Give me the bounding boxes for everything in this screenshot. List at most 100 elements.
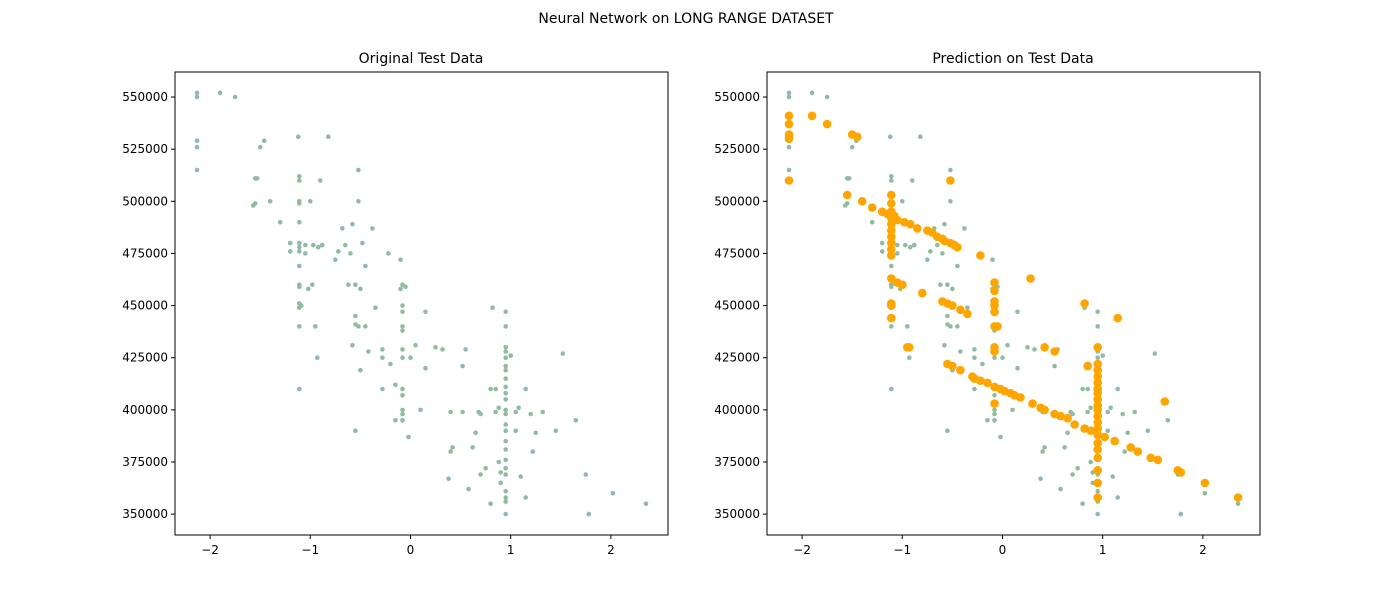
right-plot-series-0-point-142 <box>1095 488 1100 494</box>
right-plot-series-0-point-39 <box>903 242 908 248</box>
right-plot-series-0-point-149 <box>1108 405 1113 411</box>
right-plot-series-1-point-23 <box>887 251 896 260</box>
left-plot-series-0-point-145 <box>503 511 509 517</box>
left-plot-xtick-label-0: −2 <box>201 543 219 557</box>
right-plot-series-1-point-115 <box>1146 453 1156 463</box>
right-plot-series-1-point-103 <box>1093 430 1102 440</box>
left-plot-series-0-point-34 <box>303 242 308 248</box>
right-plot-series-0-point-119 <box>1088 459 1093 465</box>
left-plot-series-0-point-60 <box>356 324 361 329</box>
right-plot-series-0-point-148 <box>1105 428 1110 434</box>
left-plot-series-0-point-159 <box>573 418 579 423</box>
right-plot-series-0-point-126 <box>1095 355 1100 361</box>
left-plot-xtick-label-4: 2 <box>607 543 615 557</box>
right-plot-xtick-label-0: −2 <box>793 543 811 557</box>
right-plot-series-1-point-88 <box>1083 361 1092 371</box>
right-plot-series-0-point-155 <box>1125 430 1130 436</box>
left-plot-series-0-point-105 <box>463 347 468 352</box>
right-plot-series-1-point-0 <box>784 111 794 121</box>
right-plot-series-0-point-40 <box>905 324 910 329</box>
right-plot-series-0-point-17 <box>888 134 893 139</box>
right-plot-series-0-point-1 <box>786 94 792 100</box>
left-plot-series-0-point-127 <box>503 363 509 369</box>
left-plot-series-0-point-111 <box>478 472 483 477</box>
left-plot-series-0-point-52 <box>350 221 355 227</box>
left-plot-series-0-point-19 <box>297 178 302 183</box>
right-plot-series-0-point-98 <box>1032 347 1037 352</box>
right-plot-series-0-point-159 <box>1165 418 1171 423</box>
right-plot-series-0-point-76 <box>990 257 995 263</box>
right-plot-series-1-point-35 <box>906 219 915 229</box>
right-plot-ytick-label-5: 475000 <box>714 246 760 260</box>
right-plot-series-1-point-15 <box>887 199 896 208</box>
left-plot-frame <box>174 71 669 536</box>
left-plot-ytick-label-8: 550000 <box>122 90 168 104</box>
right-plot-series-0-point-117 <box>1085 409 1090 415</box>
left-plot-y-axis: 350000 375000 400000 425000 450000 475000 5000… <box>122 90 175 521</box>
left-plot-series-0-point-102 <box>446 476 451 482</box>
left-plot-panel: Original Test Data 350000 375000 400000 425… <box>122 51 669 557</box>
left-plot-series-0-point-154 <box>530 449 535 454</box>
right-plot-series-0-point-73 <box>980 361 985 367</box>
right-plot-series-1-point-116 <box>1153 455 1163 465</box>
right-plot-series-1-point-24 <box>887 274 896 283</box>
right-plot-series-0-point-47 <box>928 249 933 254</box>
left-plot-series-0-point-0 <box>194 90 200 96</box>
left-plot-series-0-point-97 <box>433 345 438 350</box>
left-plot-series-0-point-31 <box>297 324 302 329</box>
right-plot-series-0-point-153 <box>1120 411 1125 417</box>
right-plot-series-0-point-104 <box>1052 363 1057 369</box>
right-plot-series-1-point-9 <box>852 132 862 141</box>
right-plot-series-1-point-22 <box>887 245 896 254</box>
right-plot-series-1-point-100 <box>1093 411 1102 421</box>
right-plot-series-1-point-34 <box>905 343 914 352</box>
right-plot-series-1-point-94 <box>1093 378 1102 388</box>
right-plot-series-1-point-79 <box>1040 343 1049 352</box>
right-plot-series-1-point-5 <box>807 111 817 121</box>
right-plot-xtick-label-2: 0 <box>999 543 1007 557</box>
left-plot-series-0-point-90 <box>403 284 408 290</box>
left-plot-series-0-point-70 <box>380 355 385 361</box>
left-plot-series-0-point-38 <box>310 282 315 288</box>
left-plot-series-0-point-32 <box>297 386 302 392</box>
right-plot-series-1-point-70 <box>993 322 1002 331</box>
right-plot-series-0-point-55 <box>945 313 950 319</box>
left-plot-series-0-point-123 <box>503 324 509 329</box>
right-plot-series-1-point-112 <box>1113 313 1122 323</box>
left-plot-series-0-point-147 <box>513 409 518 415</box>
left-plot-series-0-point-66 <box>366 349 371 354</box>
right-plot-series-0-point-113 <box>1080 386 1085 392</box>
right-plot-panel: Prediction on Test Data 350000 375000 4000… <box>714 51 1261 557</box>
left-plot-marks <box>194 90 649 517</box>
left-plot-series-0-point-108 <box>473 430 478 436</box>
left-plot-series-0-point-161 <box>586 511 592 517</box>
left-plot-series-0-point-26 <box>297 263 302 269</box>
right-plot-series-1-point-110 <box>1100 432 1109 442</box>
right-plot-series-1-point-105 <box>1093 445 1102 454</box>
left-plot-series-0-point-85 <box>400 386 405 392</box>
left-plot-series-0-point-128 <box>503 367 509 373</box>
left-plot-series-0-point-82 <box>400 328 405 333</box>
right-plot-series-1-point-6 <box>822 119 832 129</box>
left-plot-series-0-point-51 <box>348 251 353 256</box>
left-plot-series-0-point-74 <box>393 382 398 388</box>
right-plot-series-0-point-92 <box>1000 355 1005 361</box>
right-plot-series-0-point-69 <box>972 347 977 352</box>
left-plot-ytick-label-7: 525000 <box>122 142 168 156</box>
left-plot-series-0-point-81 <box>400 324 405 329</box>
right-plot-y-axis: 350000 375000 400000 425000 450000 475000 5000… <box>714 90 767 521</box>
right-plot-series-0-point-35 <box>895 251 900 256</box>
right-plot-series-1-point-106 <box>1093 453 1102 463</box>
right-plot-series-0-point-64 <box>955 263 960 269</box>
left-plot-series-0-point-72 <box>386 251 391 256</box>
right-plot-series-0-point-108 <box>1065 430 1070 436</box>
left-plot-series-0-point-87 <box>400 407 405 413</box>
right-plot-series-0-point-147 <box>1105 409 1110 415</box>
right-plot-series-0-point-28 <box>889 284 894 290</box>
right-plot-series-0-point-65 <box>955 324 960 329</box>
right-plot-series-0-point-37 <box>900 199 905 204</box>
left-plot-series-0-point-157 <box>553 428 559 434</box>
left-plot-series-0-point-129 <box>503 376 509 381</box>
right-plot-series-1-point-26 <box>887 301 896 310</box>
right-plot-series-0-point-152 <box>1115 495 1120 500</box>
